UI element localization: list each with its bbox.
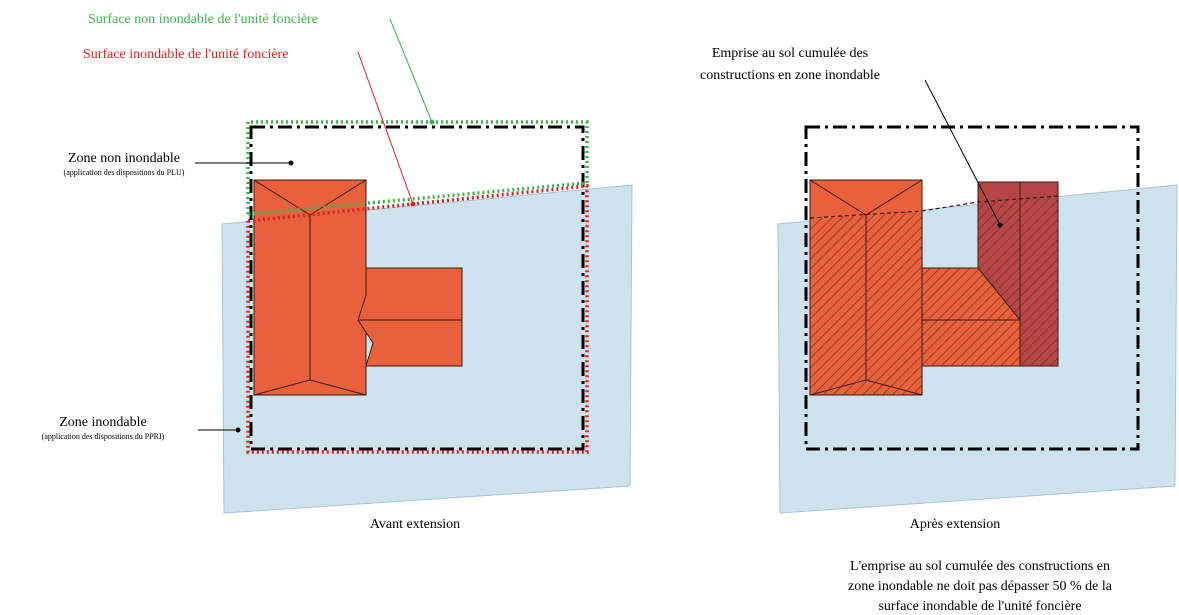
flood-limit-line [809,195,1059,219]
flood-footprint-hatch [810,196,1058,395]
zone-inondable-subtitle: (application des dispositions du PPRI) [42,432,165,441]
caption-apres-extension: Après extension [910,517,1001,532]
leader-emprise [924,79,1001,226]
zone-non-inondable-title: Zone non inondable [68,151,180,166]
property-boundary [249,125,585,451]
note-line1: L'emprise au sol cumulée des constructio… [850,559,1110,574]
label-surface-inondable: Surface inondable de l'unité foncière [83,47,288,62]
left-panel: Surface non inondable de l'unité foncièr… [42,12,633,532]
label-surface-non-inondable: Surface non inondable de l'unité foncièr… [88,12,318,27]
existing-building [253,179,463,396]
emprise-label-line1: Emprise au sol cumulée des [712,46,868,61]
zone-inondable-title: Zone inondable [59,415,146,430]
non-flood-surface-outline [246,120,589,216]
emprise-label-line2: constructions en zone inondable [700,68,880,83]
property-boundary-right [804,125,1140,451]
zone-non-inondable-subtitle: (application des dispositions du PLU) [64,168,185,177]
note-line3: surface inondable de l'unité foncière [878,599,1081,614]
leader-non-flood-surface [389,18,433,123]
right-panel: Emprise au sol cumulée des constructions… [700,46,1178,614]
flood-surface-outline [246,184,589,454]
leader-flood-surface [357,51,414,205]
note-line2: zone inondable ne doit pas dépasser 50 %… [848,579,1113,594]
caption-avant-extension: Avant extension [370,517,460,532]
